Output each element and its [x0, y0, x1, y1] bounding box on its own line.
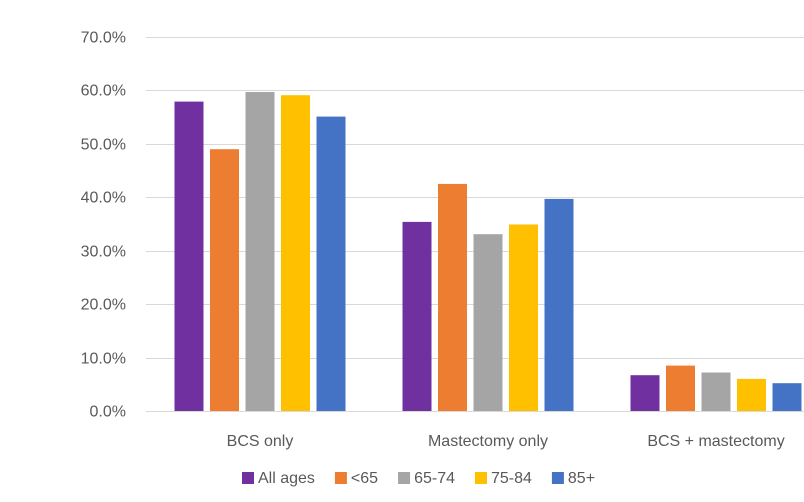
legend-swatch [334, 472, 347, 484]
bar [473, 234, 503, 411]
x-tick-label: BCS only [227, 433, 294, 450]
x-tick-label: BCS + mastectomy [647, 433, 784, 450]
bar [737, 378, 766, 411]
x-tick-label: Mastectomy only [428, 433, 548, 450]
bar [630, 375, 660, 411]
legend-swatch [398, 472, 411, 484]
bar [316, 116, 346, 411]
y-tick-label: 70.0% [81, 30, 126, 47]
bar [772, 383, 802, 411]
legend-swatch [242, 472, 254, 484]
legend-swatch [474, 472, 487, 484]
y-axis: 0.0% 10.0% 20.0% 30.0% 40.0% 50.0% 60.0% 70.0% [81, 30, 126, 421]
bar [402, 221, 432, 411]
legend-label: <65 [351, 470, 378, 487]
y-tick-label: 20.0% [81, 297, 126, 314]
y-tick-label: 50.0% [81, 137, 126, 154]
legend-label: 65-74 [414, 470, 455, 487]
bar [281, 95, 310, 411]
y-tick-label: 60.0% [81, 83, 126, 100]
legend-swatch [551, 472, 564, 484]
legend-label: 85+ [568, 470, 595, 487]
bars [174, 92, 802, 411]
bar [210, 149, 239, 411]
legend: All ages <65 65-74 75-84 85+ [242, 470, 595, 487]
y-tick-label: 0.0% [90, 404, 126, 421]
y-tick-label: 40.0% [81, 190, 126, 207]
y-tick-label: 30.0% [81, 244, 126, 261]
legend-label: All ages [258, 470, 315, 487]
bar [438, 183, 467, 411]
x-axis: BCS only Mastectomy only BCS + mastectomy [227, 433, 785, 450]
bar [544, 198, 574, 411]
bar [701, 372, 731, 411]
bar [666, 365, 695, 411]
bar [245, 92, 275, 411]
y-tick-label: 10.0% [81, 351, 126, 368]
bar [509, 224, 538, 411]
bar [174, 101, 204, 411]
legend-label: 75-84 [491, 470, 532, 487]
